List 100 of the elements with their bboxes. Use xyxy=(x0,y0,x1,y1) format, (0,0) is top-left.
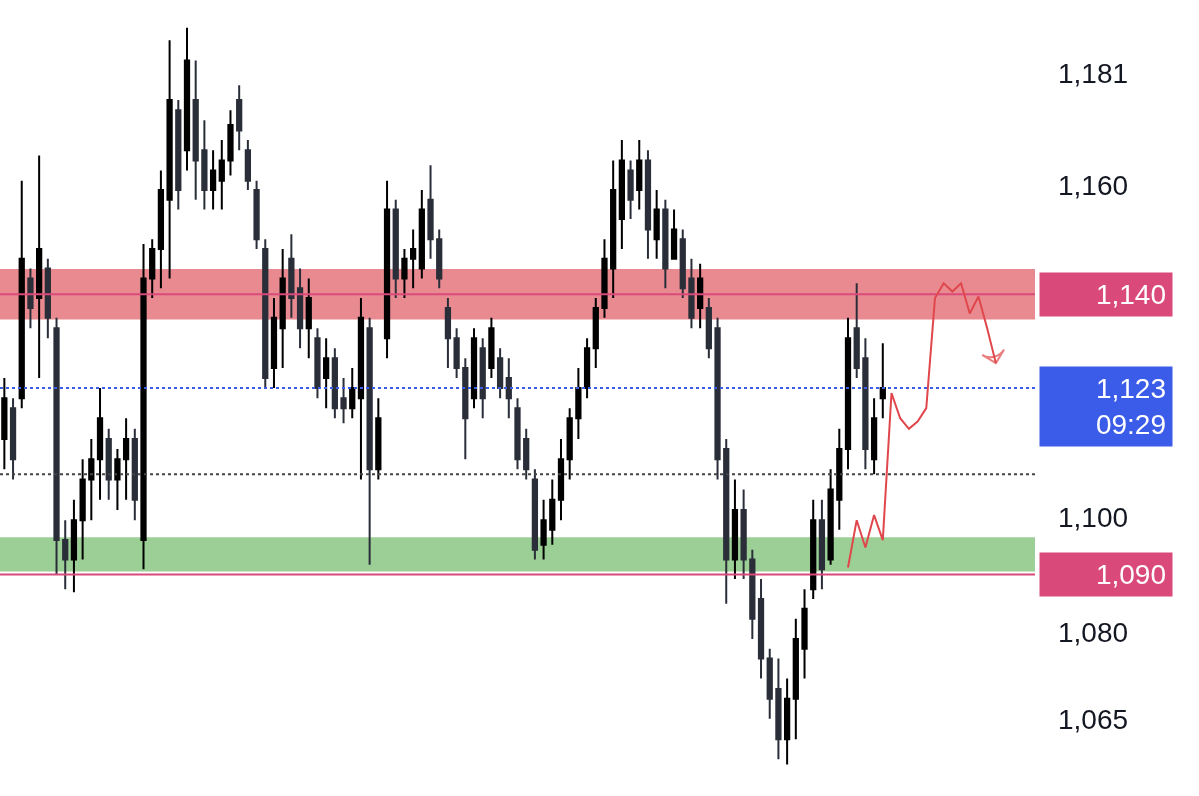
candlestick xyxy=(636,139,643,211)
candlestick xyxy=(757,577,765,680)
y-tick-label: 1,181 xyxy=(1058,58,1129,90)
candlestick xyxy=(105,427,112,501)
candlestick xyxy=(540,498,547,561)
candlestick xyxy=(783,677,791,766)
candlestick xyxy=(157,169,165,290)
candlestick xyxy=(488,316,495,380)
candlestick xyxy=(836,427,843,531)
candlestick xyxy=(44,257,51,340)
candlestick xyxy=(827,468,834,566)
candlestick xyxy=(375,397,382,481)
candlestick xyxy=(592,297,599,370)
candlestick xyxy=(270,297,278,390)
candlestick xyxy=(140,243,147,571)
candlestick xyxy=(618,139,625,250)
candlestick xyxy=(697,262,704,330)
candlestick xyxy=(844,316,852,471)
candlestick xyxy=(175,99,182,211)
candlestick xyxy=(723,437,730,605)
candlestick xyxy=(496,347,504,400)
candlestick xyxy=(862,337,869,471)
candlestick xyxy=(436,228,443,290)
candlestick xyxy=(610,159,617,300)
candlestick xyxy=(392,198,399,300)
candlestick xyxy=(36,154,43,380)
candlestick xyxy=(662,198,669,290)
candlestick xyxy=(453,327,460,380)
candlestick xyxy=(705,297,712,360)
candlestick xyxy=(670,208,678,260)
candlestick xyxy=(288,233,295,319)
candlestick xyxy=(62,519,69,591)
candlestick xyxy=(818,498,826,591)
candlestick xyxy=(557,437,565,522)
ref-line-label: 1,140 xyxy=(1095,279,1166,310)
candlestick xyxy=(679,228,686,300)
candlestick xyxy=(314,327,321,400)
candlestick xyxy=(383,179,391,360)
candlestick xyxy=(149,238,156,300)
y-tick-label: 1,100 xyxy=(1058,502,1129,534)
candlestick xyxy=(714,316,721,481)
candlestick xyxy=(331,347,338,420)
candlestick xyxy=(305,277,312,360)
y-tick-label: 1,160 xyxy=(1058,170,1129,202)
candlestick xyxy=(201,119,208,211)
candlestick xyxy=(627,159,634,221)
candlestick xyxy=(462,357,469,461)
ref-line-label: 1,123 09:29 xyxy=(1095,373,1166,441)
candlestick xyxy=(122,417,130,501)
candlestick xyxy=(775,657,782,761)
candlestick xyxy=(653,188,660,260)
candlestick xyxy=(236,84,243,152)
candlestick xyxy=(766,647,773,720)
candlestick xyxy=(323,337,330,410)
candlestick xyxy=(731,478,739,580)
candlestick xyxy=(183,26,191,172)
candlestick xyxy=(523,427,530,481)
y-tick-label: 1,065 xyxy=(1058,704,1129,736)
candlestick xyxy=(853,282,860,380)
candlestick xyxy=(244,139,252,191)
candlestick xyxy=(566,407,573,481)
candlestick xyxy=(644,149,652,260)
candlestick xyxy=(479,337,486,420)
candlestick xyxy=(209,149,217,211)
candlestick xyxy=(601,238,608,319)
candlestick xyxy=(575,367,582,440)
candlestick xyxy=(253,179,260,250)
candlestick xyxy=(749,548,756,640)
candlestick xyxy=(262,238,269,390)
candlestick xyxy=(531,468,539,561)
candlestick xyxy=(357,297,365,481)
candlestick xyxy=(366,316,373,566)
candlestick xyxy=(53,316,60,576)
candlestick xyxy=(688,257,695,330)
candlestick xyxy=(427,164,434,260)
candlestick xyxy=(166,39,173,280)
candlestick xyxy=(410,228,417,290)
candlestick xyxy=(801,588,808,680)
candlestick xyxy=(88,437,95,522)
candlestick xyxy=(470,327,478,410)
candlestick xyxy=(218,139,225,211)
candlestick xyxy=(340,377,347,425)
candlestick xyxy=(879,342,886,420)
candlestick xyxy=(79,458,86,561)
candlestick xyxy=(810,498,817,601)
candlestick xyxy=(505,357,512,420)
candlestick xyxy=(192,59,199,201)
candlestick xyxy=(227,109,234,177)
candlestick xyxy=(418,188,425,280)
y-tick-label: 1,080 xyxy=(1058,616,1129,648)
candlestick xyxy=(18,179,25,410)
candlestick xyxy=(96,387,104,501)
candlestick xyxy=(296,267,304,350)
candlestick xyxy=(349,367,356,420)
candlestick xyxy=(870,397,878,476)
candlestick xyxy=(9,397,17,481)
candlestick xyxy=(549,478,556,546)
candlestick xyxy=(583,337,591,400)
candlestick xyxy=(792,617,799,741)
candlestick xyxy=(27,267,34,330)
